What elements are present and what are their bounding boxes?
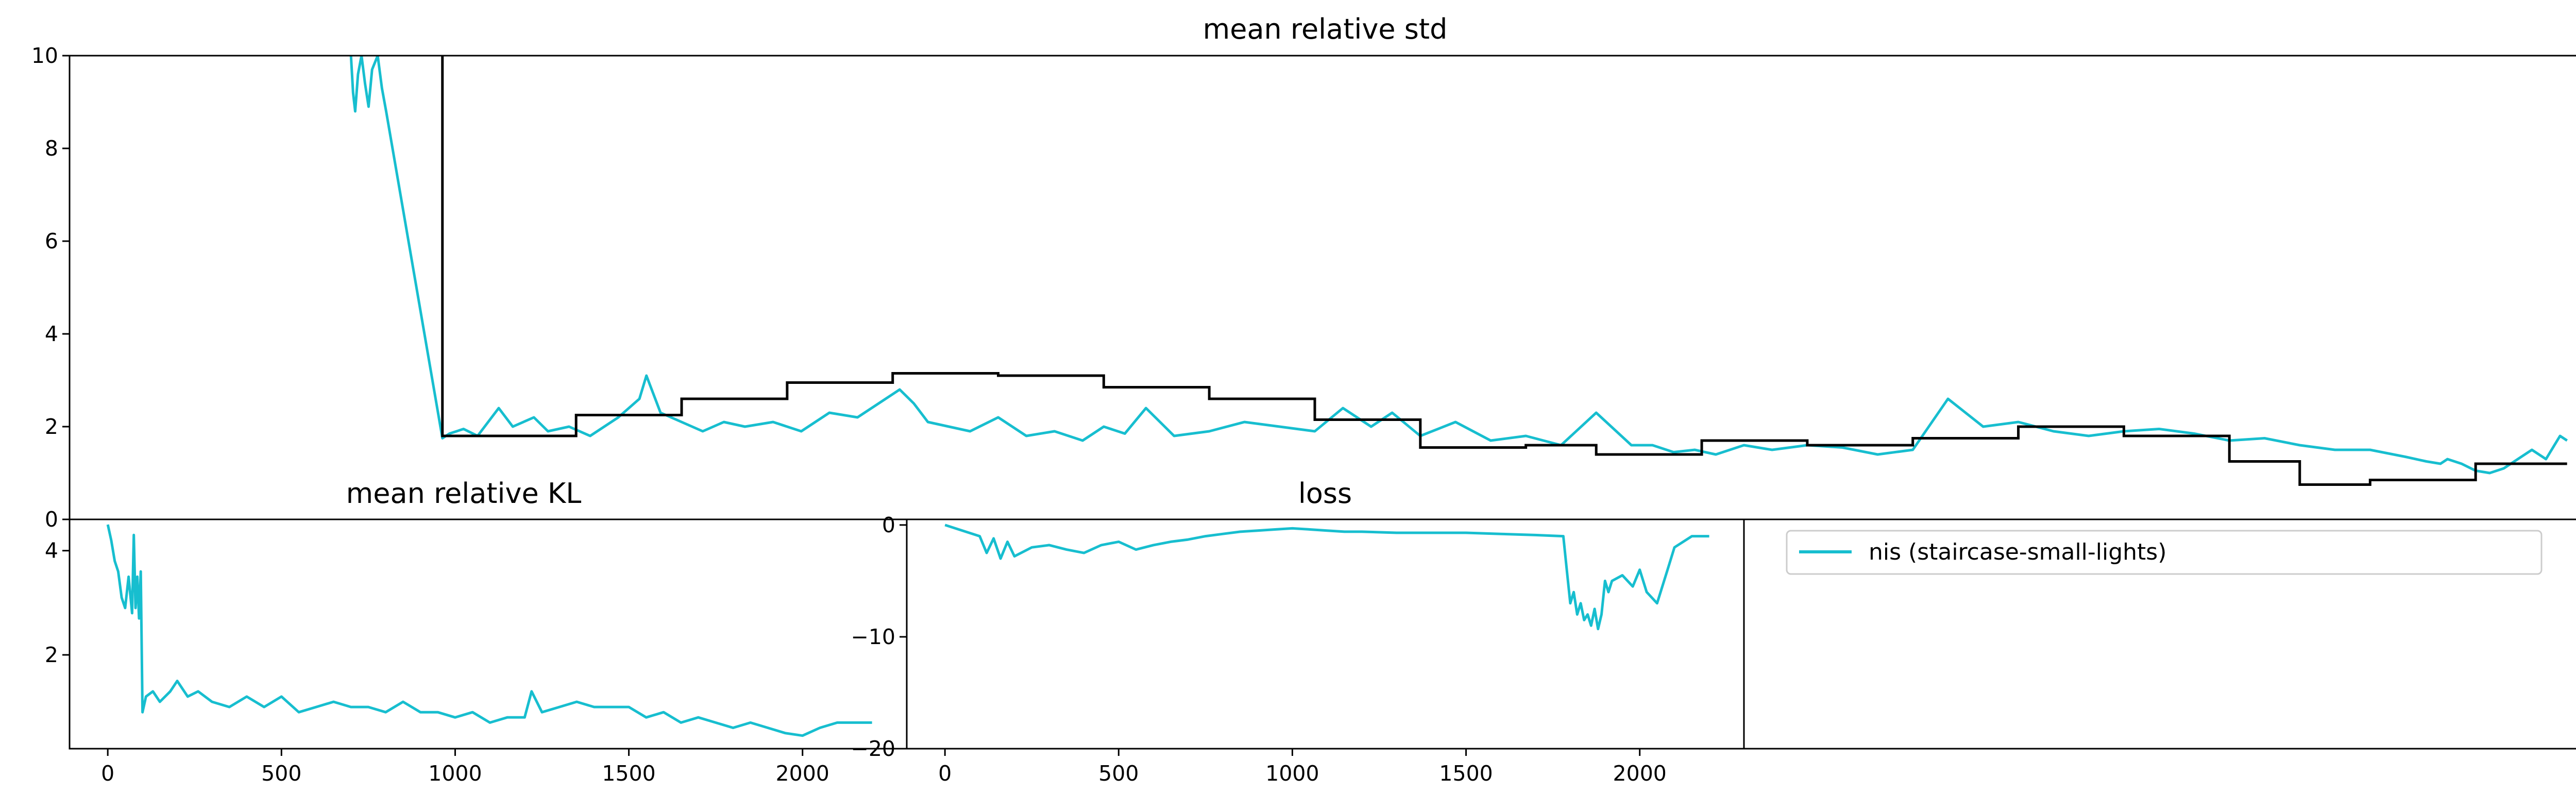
loss-x-tick-label: 2000: [1613, 761, 1667, 786]
kl-series-line: [106, 524, 872, 737]
top-y-tick-label: 6: [45, 229, 58, 254]
kl-y-tick-label: 4: [45, 538, 58, 563]
kl-chart-mean-relative-kl: mean relative KL 2 4 0 500 1000 1500 2000: [45, 477, 908, 786]
kl-x-tick-label: 0: [101, 761, 114, 786]
kl-axes-frame: [69, 518, 908, 750]
top-y-tick-label: 8: [45, 136, 58, 161]
kl-y-tick-label: 2: [45, 643, 58, 667]
loss-tick-labels: −20 −10 0 0 500 1000 1500 2000: [851, 513, 1666, 786]
loss-x-tick-label: 500: [1098, 761, 1139, 786]
top-step-line: [441, 56, 2567, 486]
kl-x-tick-label: 1000: [428, 761, 482, 786]
kl-x-tick-label: 2000: [776, 761, 829, 786]
top-y-tick-label: 0: [45, 507, 58, 532]
top-axes-frame: [69, 55, 2576, 520]
loss-y-tick-label: 0: [882, 513, 895, 537]
kl-tick-labels: 2 4 0 500 1000 1500 2000: [45, 538, 829, 786]
top-plot-area: [349, 56, 2568, 486]
loss-axes-frame: [906, 518, 1745, 750]
loss-x-tick-label: 1500: [1439, 761, 1493, 786]
legend-label: nis (staircase-small-lights): [1869, 539, 2166, 565]
loss-x-tick-label: 1000: [1265, 761, 1319, 786]
top-y-tick-labels: 0 2 4 6 8 10: [31, 43, 70, 532]
top-y-tick-label: 10: [31, 43, 58, 68]
kl-x-tick-label: 500: [261, 761, 301, 786]
loss-chart-title: loss: [1298, 477, 1352, 510]
loss-y-tick-label: −20: [851, 736, 895, 761]
legend-panel: nis (staircase-small-lights): [1743, 518, 2576, 750]
loss-y-tick-label: −10: [851, 625, 895, 649]
top-series-line: [349, 56, 2568, 475]
kl-x-tick-label: 1500: [602, 761, 655, 786]
loss-x-tick-label: 0: [938, 761, 952, 786]
top-chart-title: mean relative std: [1203, 13, 1448, 45]
loss-chart: loss −20 −10 0 0 500 1000 1500 2000: [851, 477, 1745, 786]
top-chart-mean-relative-std: mean relative std 0 2 4 6 8 10: [31, 13, 2576, 532]
legend-box: [1786, 530, 2543, 575]
loss-series-line: [944, 524, 1709, 631]
top-y-tick-label: 2: [45, 414, 58, 439]
kl-plot-area: [106, 524, 872, 737]
kl-chart-title: mean relative KL: [346, 477, 582, 510]
legend-axes-frame: [1743, 518, 2576, 750]
loss-plot-area: [944, 524, 1709, 631]
top-y-tick-label: 4: [45, 322, 58, 346]
